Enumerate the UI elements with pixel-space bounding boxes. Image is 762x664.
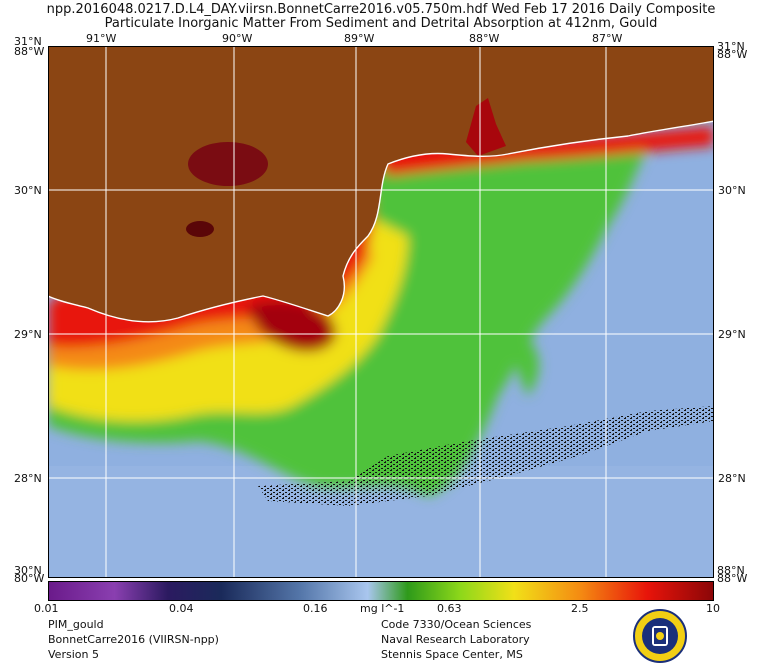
footer-code: Code 7330/Ocean Sciences [381, 618, 532, 631]
corner-br-lat: 88°N [717, 564, 745, 577]
colorbar-tick-10: 10 [706, 602, 720, 615]
plume-darkred [248, 300, 337, 352]
colorbar [48, 581, 714, 601]
corner-tr-lon: 88°W [717, 48, 748, 61]
lat-label-left-29n: 29°N [14, 328, 42, 341]
footer-location: Stennis Space Center, MS [381, 648, 523, 661]
lake-pontchartrain [188, 142, 268, 186]
product-title: npp.2016048.0217.D.L4_DAY.viirsn.BonnetC… [46, 2, 716, 17]
footer-version: Version 5 [48, 648, 99, 661]
colorbar-tick-2-5: 2.5 [571, 602, 589, 615]
corner-tl-lon: 88°W [14, 45, 45, 58]
mobile-bay [466, 98, 506, 156]
corner-tl-lat: 31°N [14, 35, 42, 48]
lat-label-right-28n: 28°N [718, 472, 746, 485]
product-subtitle: Particulate Inorganic Matter From Sedime… [104, 16, 658, 31]
lake-borgne [186, 221, 214, 237]
corner-bl-lat: 30°N [14, 564, 42, 577]
colorbar-tick-0-16: 0.16 [303, 602, 328, 615]
lat-label-left-30n: 30°N [14, 184, 42, 197]
colorbar-tick-0-63: 0.63 [437, 602, 462, 615]
plume-green-lobe [513, 326, 539, 396]
lat-label-right-30n: 30°N [718, 184, 746, 197]
colorbar-tick-0-04: 0.04 [169, 602, 194, 615]
lat-label-left-28n: 28°N [14, 472, 42, 485]
lon-label-90w: 90°W [222, 32, 253, 45]
land [48, 46, 714, 322]
lon-label-87w: 87°W [592, 32, 623, 45]
nrl-seal-icon [633, 609, 687, 663]
coastline [48, 120, 714, 323]
lon-label-91w: 91°W [86, 32, 117, 45]
corner-br-lon: 88°W [717, 572, 748, 585]
footer-lab: Naval Research Laboratory [381, 633, 530, 646]
colorbar-units: mg l^-1 [360, 602, 405, 615]
graticule [48, 46, 714, 578]
plume-red-east [368, 126, 714, 176]
footer-dataset: BonnetCarre2016 (VIIRSN-npp) [48, 633, 219, 646]
satellite-map [48, 46, 714, 578]
corner-tr-lat: 31°N [717, 40, 745, 53]
lat-label-right-29n: 29°N [718, 328, 746, 341]
cloud-speckle [258, 406, 714, 506]
colorbar-tick-0-01: 0.01 [34, 602, 59, 615]
lon-label-88w: 88°W [469, 32, 500, 45]
corner-bl-lon: 80°W [14, 572, 45, 585]
lon-label-89w: 89°W [344, 32, 375, 45]
footer-product: PIM_gould [48, 618, 104, 631]
